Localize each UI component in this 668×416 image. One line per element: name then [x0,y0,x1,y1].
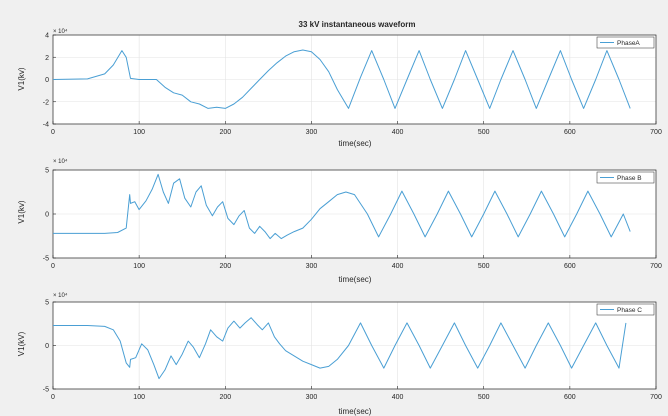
legend-box [596,171,655,184]
y-tick-label: -4 [43,122,49,129]
y-tick-label: -5 [43,256,49,263]
x-tick-label: 300 [306,394,318,401]
y-axis-label: V1(kv) [17,67,26,90]
legend-label: Phase B [617,175,642,182]
y-tick-label: 0 [45,343,49,350]
x-tick-label: 200 [219,394,231,401]
legend: PhaseA [596,36,655,49]
x-tick-label: 300 [306,129,318,136]
y-exponent-label: × 10⁴ [53,158,68,165]
x-tick-label: 400 [392,129,404,136]
series-line [53,173,631,240]
subplot-phase-a: 33 kV instantaneous waveform × 10⁴ time(… [17,20,662,148]
y-axis-label: V1(kV) [17,331,26,356]
y-exponent-label: × 10⁴ [53,292,68,299]
x-tick-label: 100 [133,394,145,401]
y-tick-label: 5 [45,168,49,175]
chart-title: 33 kV instantaneous waveform [299,20,416,29]
x-tick-label: 200 [219,129,231,136]
legend-label: Phase C [617,307,642,314]
subplot-phase-b: × 10⁴ time(sec) V1(kv) 0 100 200 300 400 500 6… [17,158,662,284]
x-tick-label: 0 [51,263,55,270]
x-tick-label: 600 [564,129,576,136]
y-tick-label: 5 [45,300,49,307]
series-line [52,49,631,109]
x-tick-label: 100 [133,129,145,136]
legend-box [596,303,655,316]
series-line [53,317,627,380]
y-tick-label: 0 [45,212,49,219]
legend-label: PhaseA [617,40,640,47]
x-tick-label: 0 [51,394,55,401]
x-tick-label: 400 [392,394,404,401]
x-tick-label: 700 [650,263,662,270]
legend: Phase C [596,303,655,316]
x-tick-label: 700 [650,129,662,136]
x-tick-label: 600 [564,263,576,270]
y-tick-label: -2 [43,99,49,106]
y-tick-label: 0 [45,77,49,84]
x-tick-label: 0 [51,129,55,136]
subplot-phase-c: × 10⁴ time(sec) V1(kV) 0 100 200 300 400 500 6… [17,292,662,416]
x-tick-label: 200 [219,263,231,270]
y-tick-label: -5 [43,387,49,394]
axes-frame [52,169,657,259]
y-exponent-label: × 10⁴ [53,28,68,35]
x-tick-label: 600 [564,394,576,401]
x-tick-label: 500 [478,394,490,401]
x-tick-label: 300 [306,263,318,270]
x-tick-label: 700 [650,394,662,401]
y-tick-label: 2 [45,55,49,62]
x-axis-label: time(sec) [339,275,372,284]
legend-box [596,36,655,49]
legend: Phase B [596,171,655,184]
x-tick-label: 500 [478,129,490,136]
x-axis-label: time(sec) [339,407,372,416]
x-tick-label: 500 [478,263,490,270]
x-tick-label: 100 [133,263,145,270]
x-axis-label: time(sec) [339,139,372,148]
y-axis-label: V1(kv) [17,200,26,223]
axes-frame [52,301,657,390]
y-tick-label: 4 [45,33,49,40]
x-tick-label: 400 [392,263,404,270]
